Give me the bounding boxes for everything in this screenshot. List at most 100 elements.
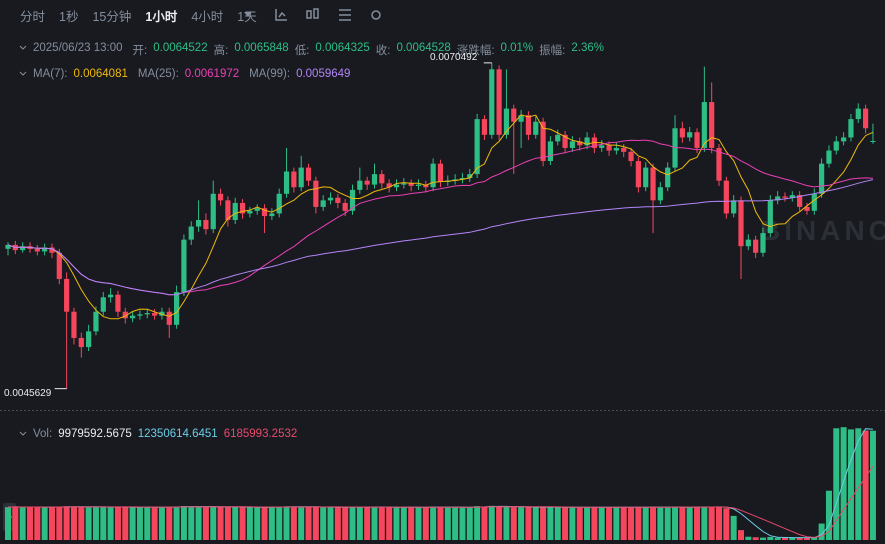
ma-value: 0.0059649	[296, 68, 351, 80]
candle-body	[261, 208, 268, 217]
volume-bar	[466, 507, 473, 540]
interval-tab[interactable]: 4小时	[191, 10, 224, 24]
candle-body	[371, 174, 378, 185]
volume-bar	[825, 490, 832, 540]
toolbar-icons[interactable]	[275, 8, 381, 21]
indicator-icon[interactable]	[275, 9, 287, 21]
volume-bar	[723, 508, 730, 540]
candle-body	[254, 208, 260, 211]
volume-bar	[188, 506, 195, 540]
interval-tab[interactable]: 1天	[237, 10, 257, 24]
candle-body	[599, 145, 605, 148]
candle-body	[621, 147, 627, 152]
collapse-icon[interactable]	[19, 71, 27, 76]
candle-body	[811, 193, 817, 211]
volume-bar	[811, 537, 818, 540]
candle-body	[738, 200, 744, 247]
candle-body	[327, 197, 334, 201]
volume-bar	[716, 506, 723, 540]
volume-bar	[694, 507, 701, 540]
volume-bar	[107, 507, 114, 540]
volume-bar	[129, 507, 136, 540]
volume-bar	[818, 523, 825, 540]
dropdown-icon[interactable]	[244, 12, 252, 17]
candle-body	[657, 187, 663, 201]
volume-bar	[525, 507, 532, 540]
candle-body	[503, 108, 510, 135]
collapse-icon[interactable]	[19, 431, 27, 436]
volume-bar	[92, 506, 99, 540]
volume-bar	[408, 507, 415, 540]
candle-icon[interactable]	[306, 10, 312, 19]
volume-bar	[290, 506, 297, 540]
candle-body	[723, 180, 729, 214]
interval-tab[interactable]: 15分钟	[92, 10, 132, 24]
volume-bar	[628, 507, 635, 540]
candle-body	[86, 331, 92, 348]
candle-body	[386, 183, 392, 188]
volume-bar	[85, 506, 92, 540]
amplitude-label: 振幅:	[539, 45, 566, 57]
candle-body	[481, 119, 488, 135]
volume-bar	[862, 430, 869, 540]
candle-body	[665, 167, 671, 188]
candle-body	[474, 119, 480, 175]
collapse-icon[interactable]	[19, 45, 27, 50]
candle-body	[855, 108, 861, 120]
interval-toolbar: 分时 1秒 15分钟 1小时 4小时 1天	[20, 6, 257, 25]
volume-bar	[393, 507, 400, 540]
candle-body	[437, 163, 444, 182]
volume-bar	[444, 507, 451, 540]
ma-line	[7, 179, 874, 296]
volume-bar	[554, 507, 561, 540]
indicator-icon[interactable]	[278, 11, 286, 18]
volume-bar	[613, 507, 620, 540]
candle-body	[108, 294, 114, 298]
volume-bar	[5, 507, 11, 540]
volume-bar	[591, 507, 598, 540]
interval-tab[interactable]: 1秒	[59, 10, 79, 24]
candle-body	[49, 247, 55, 253]
amplitude-value: 2.36%	[571, 42, 604, 54]
volume-bar	[767, 536, 774, 540]
volume-bar	[364, 507, 371, 540]
volume-bar	[78, 507, 85, 540]
volume-bar	[349, 506, 356, 540]
low-label: 低:	[294, 45, 310, 57]
volume-bar	[371, 507, 378, 540]
candle-body	[635, 161, 641, 188]
volume-bar	[430, 506, 437, 540]
candle-body	[804, 206, 810, 211]
volume-bar	[459, 507, 466, 540]
info-row: 2025/06/23 13:00 开: 0.0064522 高: 0.0065848…	[33, 42, 604, 58]
volume-bar	[114, 507, 121, 540]
vol-ma-value: 6185993.2532	[223, 428, 298, 440]
vol-ma-value: 12350614.6451	[137, 428, 218, 440]
volume-bar	[298, 506, 305, 540]
candle-body	[232, 202, 238, 220]
candle-body	[276, 193, 282, 214]
volume-bar	[532, 507, 539, 540]
candle-body	[577, 141, 583, 146]
high-label: 高:	[213, 45, 229, 57]
candle-body	[547, 141, 554, 162]
candle-icon[interactable]	[313, 8, 319, 19]
candle-body	[166, 311, 172, 325]
candle-body	[137, 314, 143, 316]
candle-body	[533, 121, 539, 135]
candle-body	[423, 184, 429, 188]
candle-body	[701, 102, 707, 148]
ma-value: 0.0061972	[184, 68, 240, 80]
volume-bar	[620, 507, 627, 540]
volume-bar	[327, 507, 334, 540]
volume-bar	[34, 507, 41, 540]
ma-label: MA(25):	[137, 68, 179, 80]
interval-tab[interactable]: 1小时	[145, 10, 178, 24]
volume-bar	[708, 506, 715, 540]
volume-bar	[386, 507, 393, 540]
volume-bar	[562, 507, 569, 540]
gear-icon[interactable]	[371, 10, 381, 20]
interval-tab[interactable]: 分时	[20, 10, 46, 24]
open-value: 0.0064522	[153, 42, 208, 54]
